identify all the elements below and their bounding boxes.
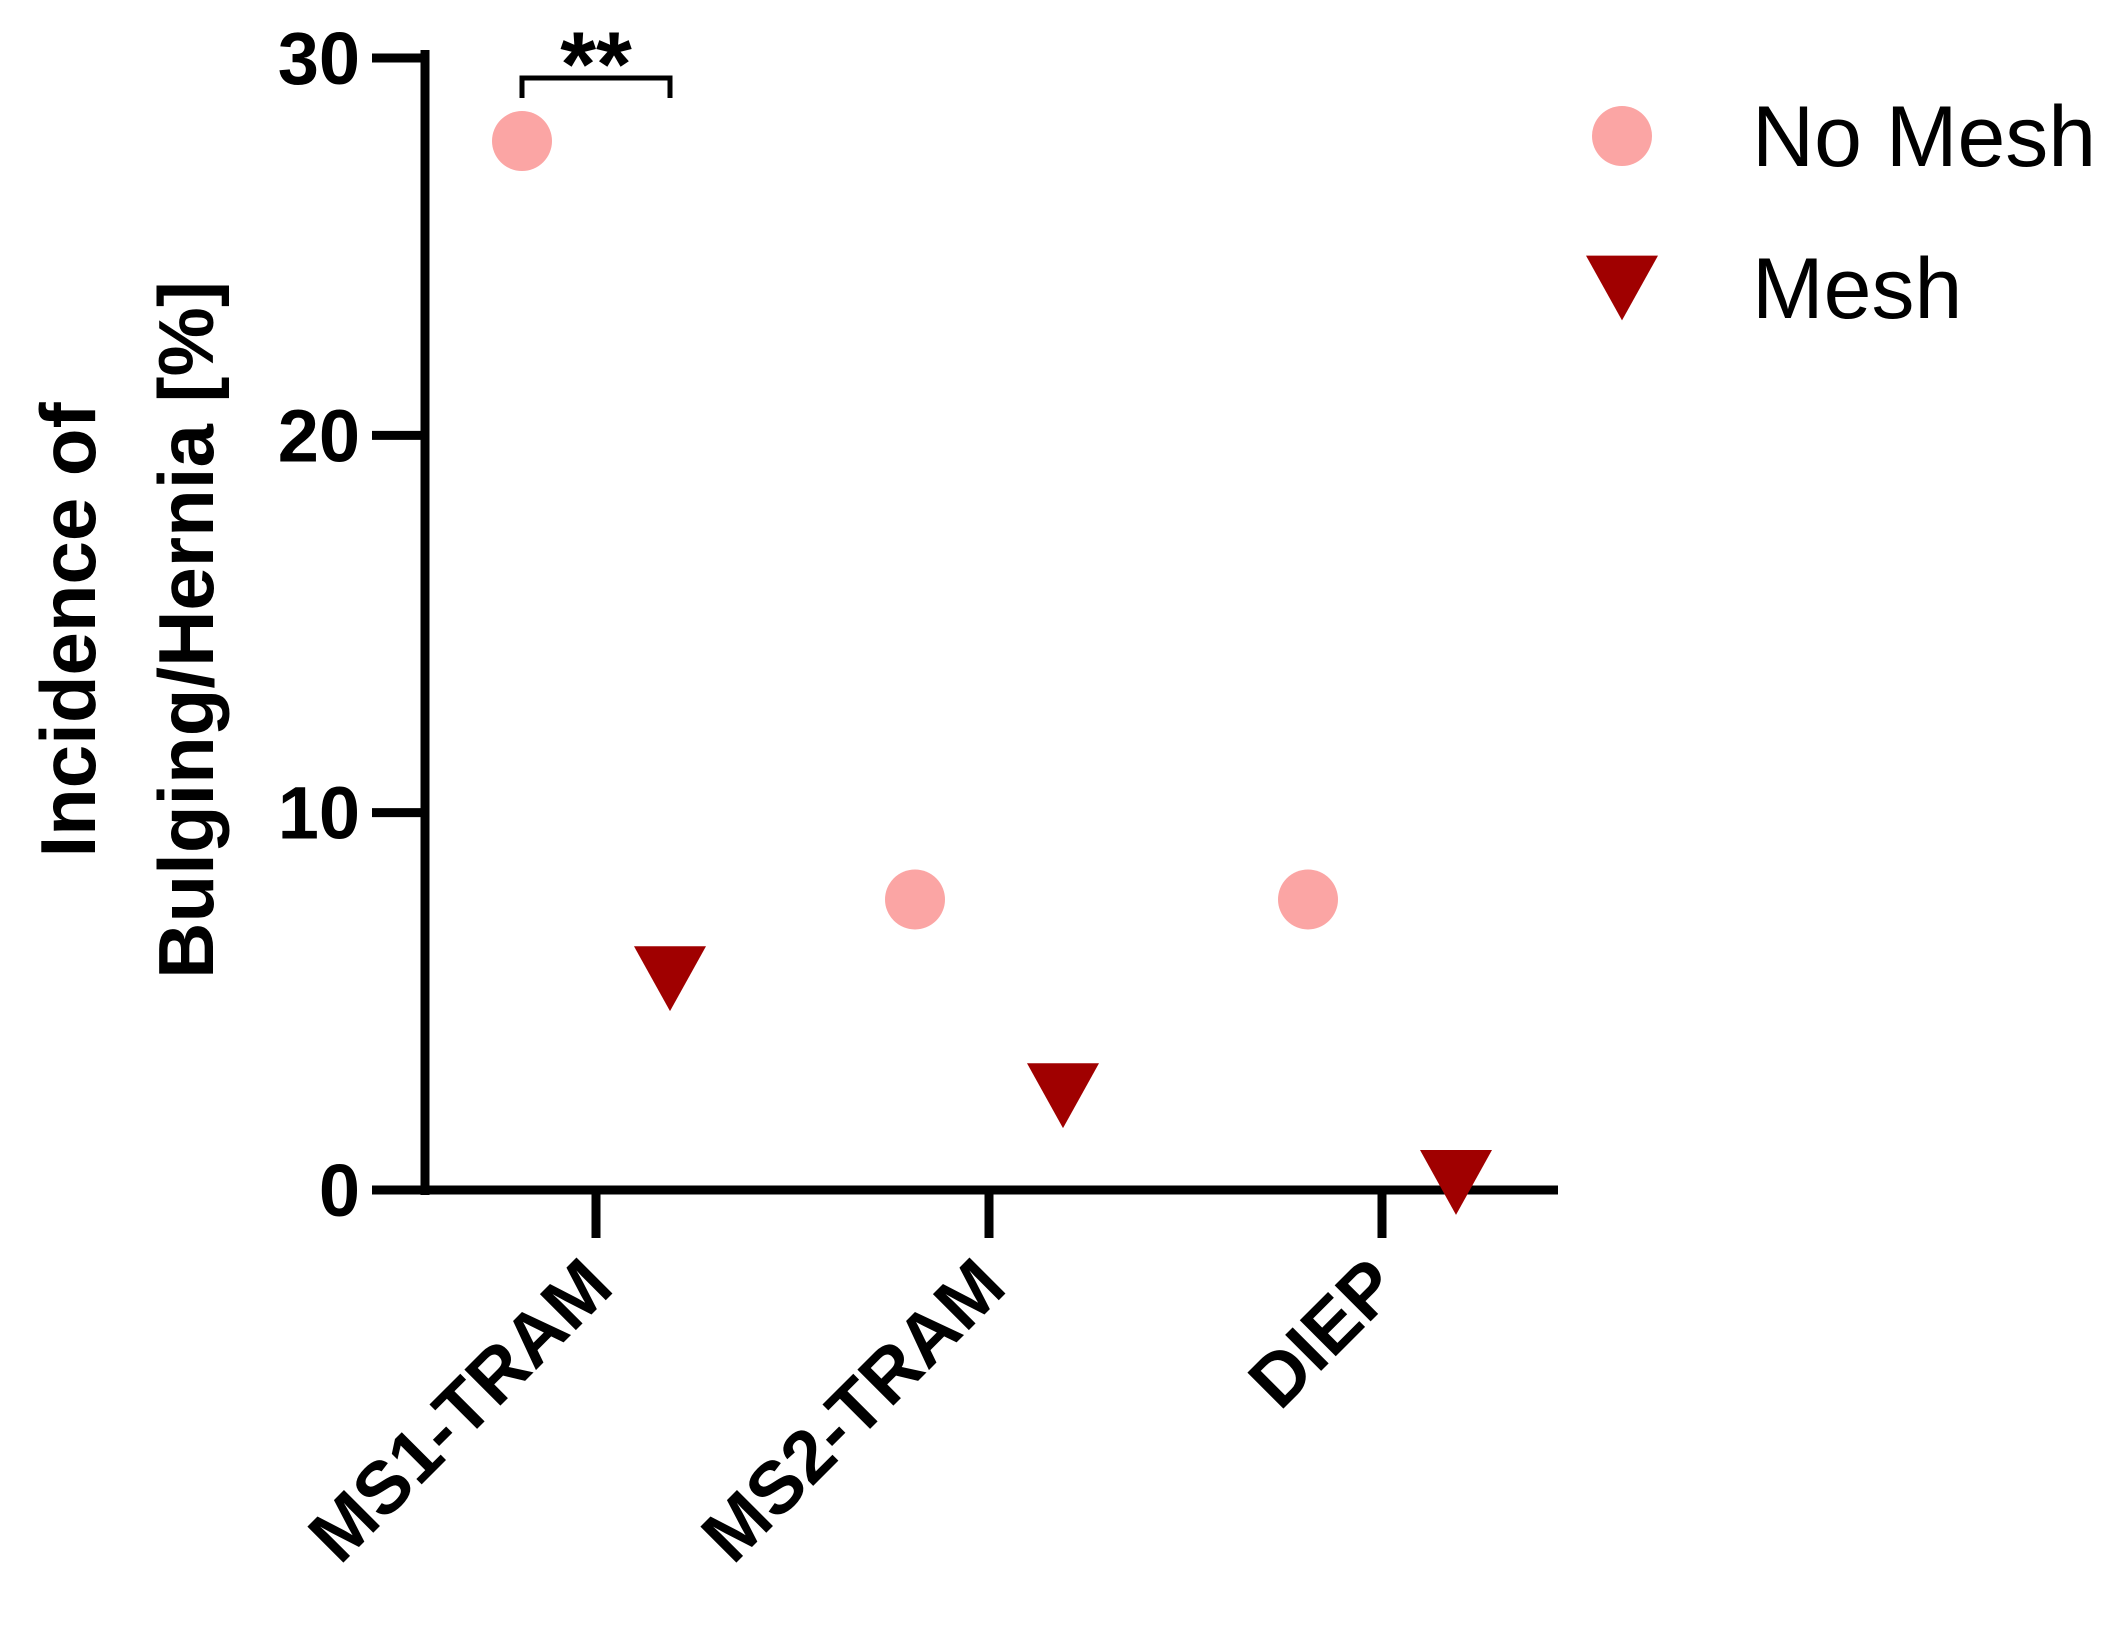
x-axis-ticks: MS1-TRAM MS2-TRAM DIEP xyxy=(292,1190,1413,1577)
x-tick-label: MS1-TRAM xyxy=(292,1243,627,1578)
legend: No Mesh Mesh xyxy=(1586,89,2096,337)
point-no-mesh xyxy=(492,111,552,172)
y-tick-label: 20 xyxy=(278,394,360,477)
significance-annotation: ** xyxy=(519,14,673,116)
significance-stars: ** xyxy=(560,14,632,116)
y-tick-label: 0 xyxy=(319,1149,360,1232)
point-mesh xyxy=(1420,1150,1492,1215)
y-tick-label: 30 xyxy=(278,17,360,100)
point-no-mesh xyxy=(1278,869,1338,930)
y-axis-title-line-2: Bulging/Hernia [%] xyxy=(142,281,230,979)
legend-marker-mesh xyxy=(1586,255,1658,321)
y-tick-label: 10 xyxy=(278,772,360,855)
y-axis-title: Incidence of Bulging/Hernia [%] xyxy=(24,281,230,979)
x-tick-label: MS2-TRAM xyxy=(685,1243,1020,1578)
y-axis-ticks: 0 10 20 30 xyxy=(278,17,425,1232)
x-tick-label: DIEP xyxy=(1232,1243,1413,1424)
point-no-mesh xyxy=(885,869,945,930)
y-axis-title-line-1: Incidence of xyxy=(24,401,112,857)
significance-bracket xyxy=(519,75,673,98)
legend-label: No Mesh xyxy=(1752,89,2096,185)
point-mesh xyxy=(634,946,706,1012)
legend-marker-no-mesh xyxy=(1592,106,1652,166)
point-mesh xyxy=(1027,1063,1099,1129)
legend-label: Mesh xyxy=(1752,241,1962,337)
data-marks xyxy=(492,111,1492,1215)
